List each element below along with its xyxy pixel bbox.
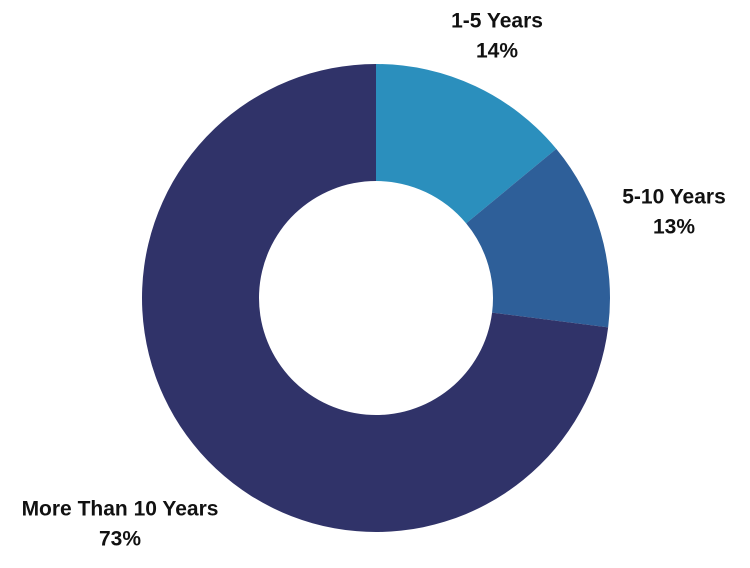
slice-value-label: 14% xyxy=(476,40,518,63)
donut-slice xyxy=(142,64,609,532)
donut-slice xyxy=(376,64,557,224)
slice-label: 5-10 Years xyxy=(622,186,726,209)
donut-slice xyxy=(466,148,610,328)
slice-value-label: 13% xyxy=(653,216,695,239)
slice-value-label: 73% xyxy=(99,528,141,551)
slice-label: More Than 10 Years xyxy=(22,498,219,521)
slice-label: 1-5 Years xyxy=(451,10,543,33)
